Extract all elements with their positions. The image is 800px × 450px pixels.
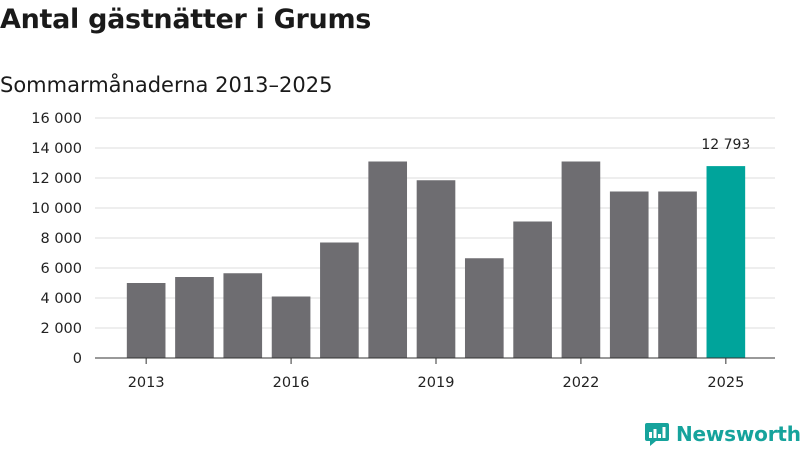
chart-subtitle: Sommarmånaderna 2013–2025 [0,73,333,97]
data-label-2025: 12 793 [701,137,750,153]
bar-2019 [416,180,456,358]
bar-2016 [271,296,311,358]
bar-2018 [368,161,408,358]
bar-2021 [513,221,552,358]
x-tick-label: 2016 [273,375,310,391]
bar-2017 [320,242,359,358]
y-tick-label: 14 000 [31,141,82,157]
bar-2025 [706,166,746,358]
bar-chart-speech-bubble-icon [645,423,669,446]
brand-logo: Newsworthy [644,421,800,447]
chart-title: Antal gästnätter i Grums [0,4,372,35]
bar-2020 [464,258,504,358]
y-tick-label: 8 000 [40,231,82,247]
x-tick-label: 2013 [128,375,165,391]
bar-2023 [609,191,649,358]
bar-2013 [126,283,166,358]
y-tick-label: 4 000 [40,291,82,307]
bar-2024 [658,191,697,358]
x-tick-label: 2025 [707,375,744,391]
bar-2015 [223,273,263,358]
y-tick-label: 10 000 [31,201,82,217]
y-tick-label: 2 000 [40,321,82,337]
x-tick-label: 2019 [418,375,455,391]
y-tick-label: 0 [73,351,82,367]
y-tick-label: 16 000 [31,111,82,127]
bar-2022 [561,161,601,358]
bar-2014 [175,277,214,358]
brand-name: Newsworthy [676,422,800,446]
y-tick-label: 12 000 [31,171,82,187]
x-tick-label: 2022 [562,375,599,391]
y-tick-label: 6 000 [40,261,82,277]
